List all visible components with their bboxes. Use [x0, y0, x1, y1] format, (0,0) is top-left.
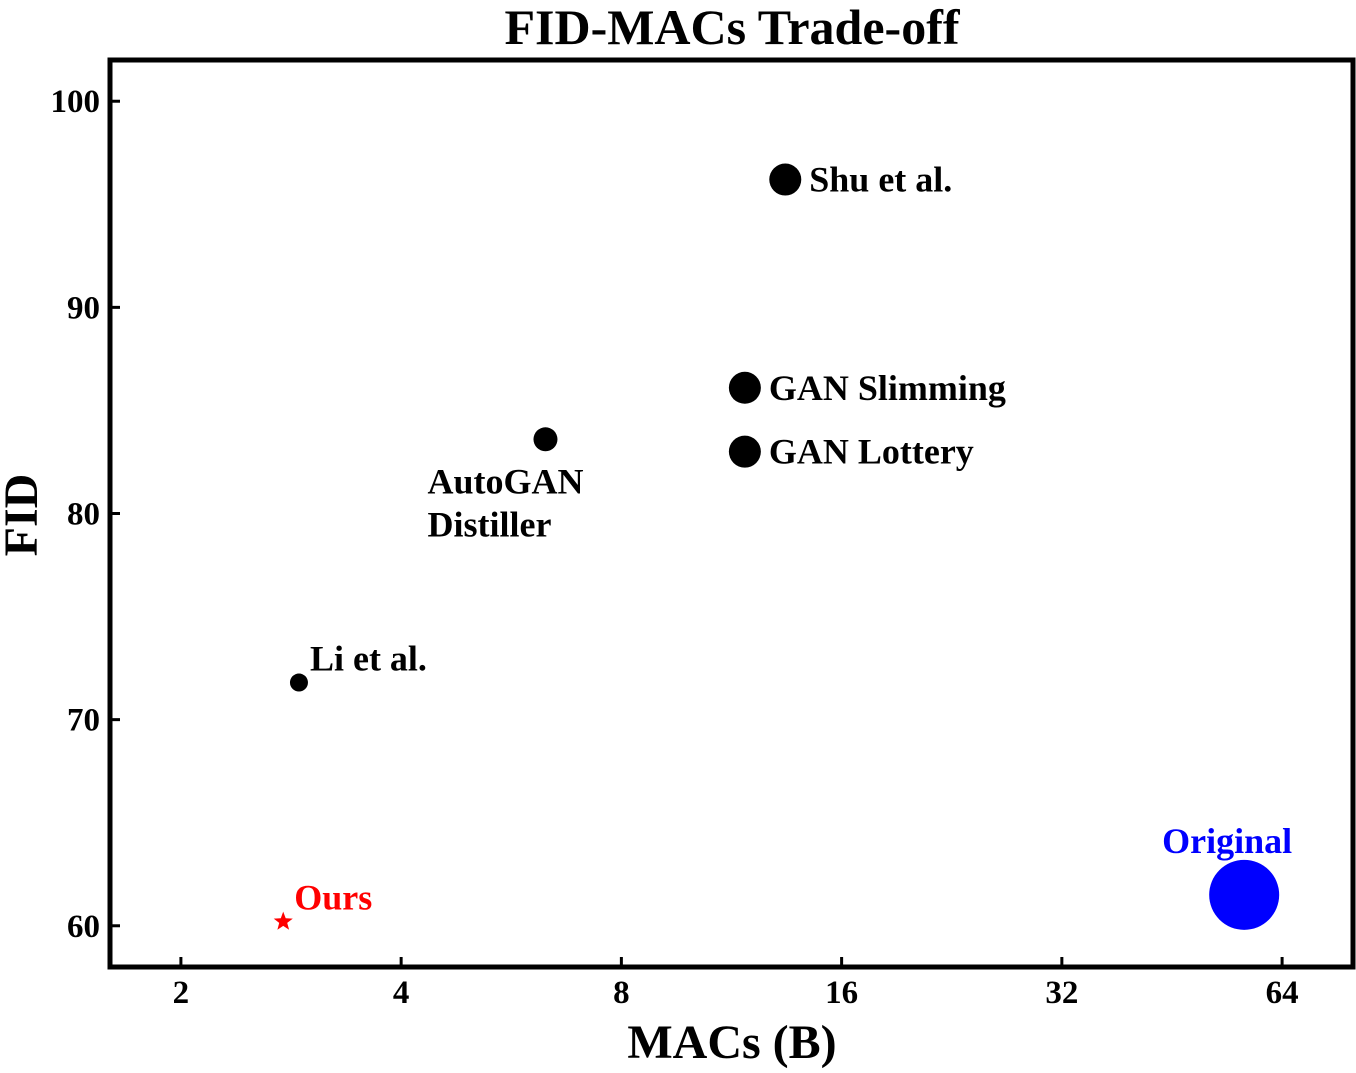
point-label: GAN Lottery	[769, 432, 974, 472]
data-point	[728, 371, 761, 404]
x-tick-label: 32	[1045, 975, 1078, 1011]
data-point	[289, 673, 308, 692]
data-point-star	[273, 911, 293, 930]
y-tick-label: 60	[67, 909, 100, 945]
point-label: Li et al.	[310, 639, 427, 679]
data-point	[769, 163, 802, 196]
point-label: Shu et al.	[809, 160, 952, 200]
point-label: Original	[1162, 821, 1292, 861]
axis-ticks: 2 4 8 16 32 64 60 70 80 90 100	[51, 84, 1299, 1011]
chart-title: FID-MACs Trade-off	[504, 0, 960, 55]
y-tick-label: 70	[67, 703, 100, 739]
point-label: Ours	[294, 878, 372, 918]
x-tick-label: 2	[173, 975, 190, 1011]
data-point	[533, 427, 558, 452]
y-tick-label: 90	[67, 290, 100, 326]
point-label: AutoGAN	[427, 461, 583, 501]
x-tick-label: 16	[825, 975, 858, 1011]
data-point	[728, 435, 761, 468]
x-tick-label: 64	[1266, 975, 1299, 1011]
x-axis-label: MACs (B)	[627, 1016, 836, 1069]
point-label: Distiller	[427, 504, 551, 544]
y-tick-label: 100	[51, 84, 101, 120]
x-tick-label: 4	[393, 975, 410, 1011]
data-points	[273, 163, 1280, 930]
y-axis-label: FID	[0, 474, 48, 557]
y-tick-label: 80	[67, 497, 100, 533]
x-tick-label: 8	[613, 975, 630, 1011]
point-label: GAN Slimming	[769, 368, 1006, 408]
data-point	[1209, 859, 1280, 930]
point-labels: Shu et al. GAN Slimming GAN Lottery AutoGAN…	[294, 160, 1292, 918]
